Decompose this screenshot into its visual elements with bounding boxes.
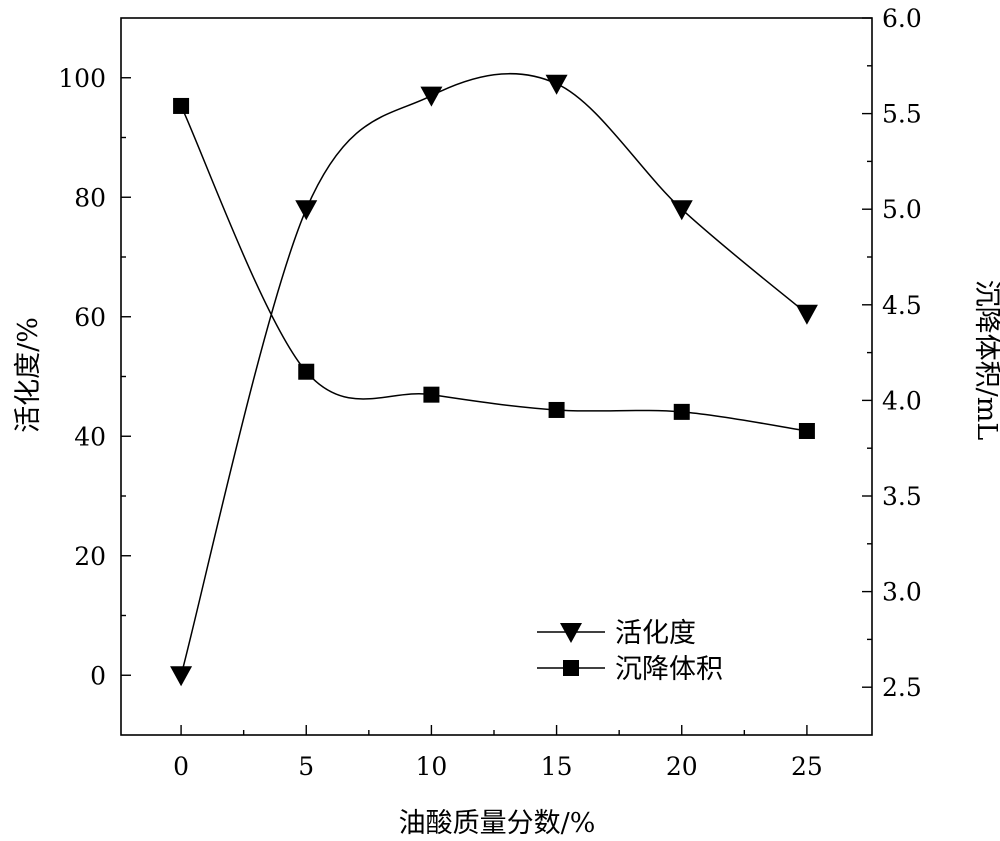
x-axis-title: 油酸质量分数/% xyxy=(399,808,596,839)
series-activation-degree xyxy=(170,73,818,687)
plot-border xyxy=(120,17,873,736)
right-y-axis: 2.5 3.0 3.5 4.0 4.5 5.0 5.5 6.0 xyxy=(862,4,922,702)
triangle-marker xyxy=(170,666,193,687)
right-y-tick-label: 5.0 xyxy=(882,195,922,224)
square-marker xyxy=(673,403,690,420)
square-marker xyxy=(548,401,565,418)
left-y-tick-label: 100 xyxy=(58,64,106,93)
left-y-tick-label: 20 xyxy=(74,542,106,571)
square-marker xyxy=(173,97,190,114)
x-tick-label: 20 xyxy=(666,752,698,781)
legend-label: 活化度 xyxy=(615,618,696,649)
right-y-tick-label: 4.0 xyxy=(882,386,922,415)
legend-item: 沉降体积 xyxy=(537,654,723,685)
left-y-axis-title: 活化度/% xyxy=(13,317,44,433)
legend-marker xyxy=(560,623,582,643)
right-y-tick-label: 2.5 xyxy=(882,673,922,702)
x-axis: 0 5 10 15 20 25 xyxy=(173,725,823,781)
triangle-marker xyxy=(295,200,318,221)
x-tick-label: 10 xyxy=(416,752,448,781)
left-y-tick-label: 80 xyxy=(74,183,106,212)
right-y-axis-title: 沉降体积/mL xyxy=(971,280,1000,441)
left-y-tick-label: 60 xyxy=(74,303,106,332)
square-marker xyxy=(298,363,315,380)
plot-frame xyxy=(120,17,873,736)
right-y-tick-label: 6.0 xyxy=(882,4,922,33)
series-line xyxy=(180,73,808,676)
right-y-tick-label: 3.0 xyxy=(882,578,922,607)
triangle-marker xyxy=(670,200,693,221)
right-y-tick-label: 5.5 xyxy=(882,100,922,129)
series-settling-volume xyxy=(173,97,815,439)
triangle-marker xyxy=(420,86,443,107)
x-tick-label: 0 xyxy=(173,752,189,781)
legend-item: 活化度 xyxy=(537,618,696,649)
left-y-axis: 0 20 40 60 80 100 xyxy=(58,64,131,690)
triangle-marker xyxy=(545,74,568,95)
right-y-tick-label: 3.5 xyxy=(882,482,922,511)
series-line xyxy=(180,105,808,432)
x-tick-label: 25 xyxy=(791,752,823,781)
x-tick-label: 15 xyxy=(541,752,573,781)
left-y-tick-label: 40 xyxy=(74,422,106,451)
right-y-tick-label: 4.5 xyxy=(882,291,922,320)
triangle-marker xyxy=(795,304,818,325)
left-y-tick-label: 0 xyxy=(90,661,106,690)
square-marker xyxy=(423,386,440,403)
x-tick-label: 5 xyxy=(298,752,314,781)
legend-marker xyxy=(563,660,579,676)
square-marker xyxy=(798,422,815,439)
series-layer xyxy=(170,73,818,687)
legend-label: 沉降体积 xyxy=(615,654,723,685)
